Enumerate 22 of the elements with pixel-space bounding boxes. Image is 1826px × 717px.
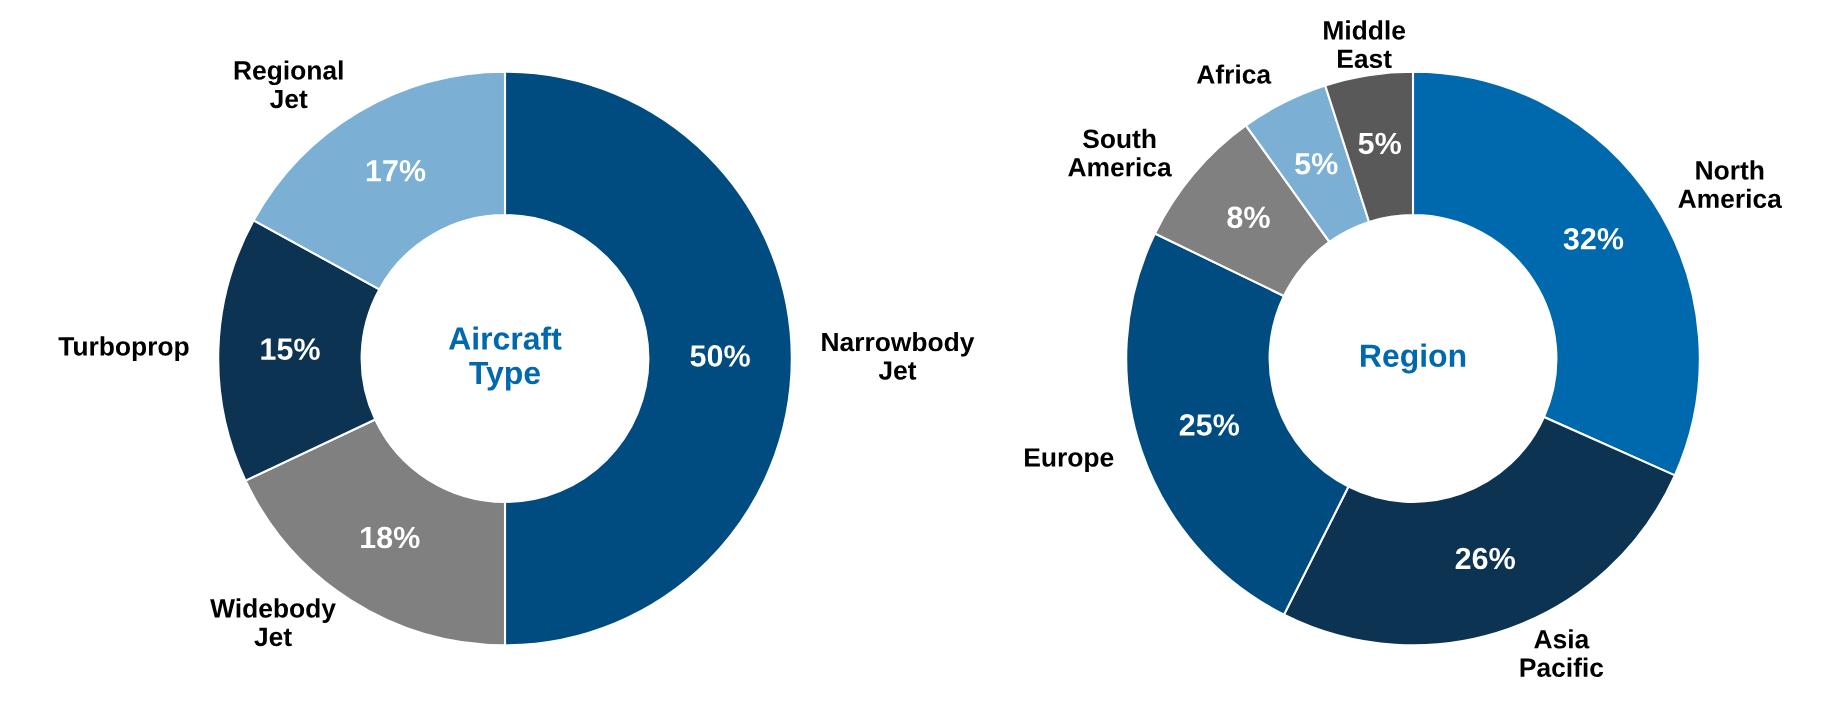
- data-label: 18%: [361, 526, 420, 549]
- slice-label: Europe: [1025, 448, 1114, 473]
- data-label: 5%: [1295, 153, 1338, 175]
- data-label: 50%: [690, 345, 750, 367]
- data-label: 15%: [261, 338, 320, 360]
- slice-label: Narrowbody Jet: [822, 331, 975, 380]
- slice-label: Asia Pacific: [1520, 629, 1604, 677]
- slice-label: Africa: [1196, 64, 1272, 84]
- slice-label: Turboprop: [58, 336, 189, 361]
- data-label: 25%: [1179, 414, 1240, 436]
- slice-label: Middle East: [1324, 20, 1406, 69]
- data-label: 17%: [366, 160, 426, 182]
- slice-label: North America: [1678, 160, 1782, 209]
- text: Region: [1361, 343, 1466, 374]
- text: Aircraft Type: [448, 326, 562, 391]
- slice-label: South America: [1068, 128, 1172, 177]
- slice-label: Regional Jet: [234, 60, 343, 109]
- data-label: 26%: [1455, 547, 1515, 570]
- data-label: 8%: [1227, 206, 1270, 229]
- data-label: 5%: [1358, 132, 1401, 155]
- data-label: 32%: [1563, 228, 1624, 250]
- slice-label: Widebody Jet: [210, 598, 336, 647]
